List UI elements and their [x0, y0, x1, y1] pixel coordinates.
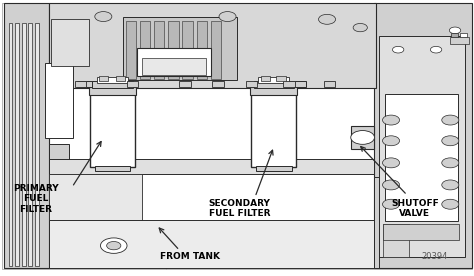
- Bar: [258, 77, 289, 83]
- Bar: [351, 126, 374, 149]
- Bar: [324, 81, 335, 87]
- Bar: [256, 166, 292, 171]
- Bar: [250, 87, 297, 95]
- Bar: [77, 81, 96, 87]
- Bar: [126, 21, 136, 79]
- Bar: [379, 36, 465, 257]
- Bar: [45, 63, 73, 138]
- Circle shape: [100, 238, 127, 253]
- Bar: [385, 94, 458, 221]
- Bar: [22, 23, 26, 266]
- Bar: [89, 87, 136, 95]
- Bar: [137, 48, 211, 76]
- Bar: [142, 58, 206, 75]
- Text: 20394: 20394: [421, 252, 448, 261]
- Bar: [383, 224, 459, 240]
- Polygon shape: [374, 177, 379, 268]
- Bar: [182, 21, 193, 79]
- Circle shape: [95, 12, 112, 22]
- Bar: [116, 76, 125, 81]
- Circle shape: [353, 23, 367, 32]
- Circle shape: [383, 199, 400, 209]
- Bar: [168, 21, 179, 79]
- Bar: [49, 220, 374, 268]
- Circle shape: [383, 180, 400, 190]
- Bar: [374, 3, 472, 268]
- Bar: [460, 33, 467, 37]
- Bar: [450, 37, 469, 44]
- Circle shape: [107, 242, 121, 250]
- Bar: [276, 76, 286, 81]
- Bar: [154, 21, 164, 79]
- Text: SHUTOFF
VALVE: SHUTOFF VALVE: [391, 199, 438, 218]
- Bar: [92, 81, 133, 88]
- Bar: [35, 23, 39, 266]
- Circle shape: [442, 136, 459, 146]
- Bar: [451, 33, 458, 37]
- Bar: [251, 94, 296, 167]
- Circle shape: [392, 46, 404, 53]
- Bar: [127, 81, 138, 87]
- Circle shape: [383, 158, 400, 168]
- Circle shape: [449, 27, 461, 34]
- Bar: [75, 81, 86, 87]
- Circle shape: [442, 180, 459, 190]
- Text: FROM TANK: FROM TANK: [160, 252, 219, 261]
- Bar: [49, 3, 376, 88]
- Bar: [246, 81, 257, 87]
- Bar: [9, 23, 12, 266]
- Bar: [97, 77, 128, 83]
- Bar: [283, 81, 295, 87]
- Polygon shape: [49, 144, 69, 268]
- Bar: [211, 21, 221, 79]
- Circle shape: [430, 46, 442, 53]
- Circle shape: [383, 136, 400, 146]
- Circle shape: [351, 131, 374, 144]
- Circle shape: [442, 158, 459, 168]
- Bar: [123, 17, 237, 80]
- Circle shape: [442, 199, 459, 209]
- Bar: [254, 81, 294, 88]
- Bar: [28, 23, 32, 266]
- Bar: [90, 94, 135, 167]
- Polygon shape: [49, 174, 142, 221]
- Bar: [49, 159, 374, 174]
- Circle shape: [219, 12, 236, 22]
- Bar: [197, 21, 207, 79]
- Bar: [261, 76, 270, 81]
- Bar: [179, 81, 191, 87]
- Text: SECONDARY
FUEL FILTER: SECONDARY FUEL FILTER: [209, 199, 270, 218]
- Bar: [4, 3, 49, 268]
- Circle shape: [319, 14, 336, 24]
- Bar: [15, 23, 19, 266]
- Circle shape: [442, 115, 459, 125]
- Text: PRIMARY
FUEL
FILTER: PRIMARY FUEL FILTER: [13, 184, 58, 214]
- Bar: [99, 76, 108, 81]
- Bar: [140, 21, 150, 79]
- Circle shape: [383, 115, 400, 125]
- Bar: [51, 19, 89, 66]
- Bar: [287, 81, 306, 87]
- Bar: [95, 166, 130, 171]
- Bar: [212, 81, 224, 87]
- Bar: [383, 224, 409, 257]
